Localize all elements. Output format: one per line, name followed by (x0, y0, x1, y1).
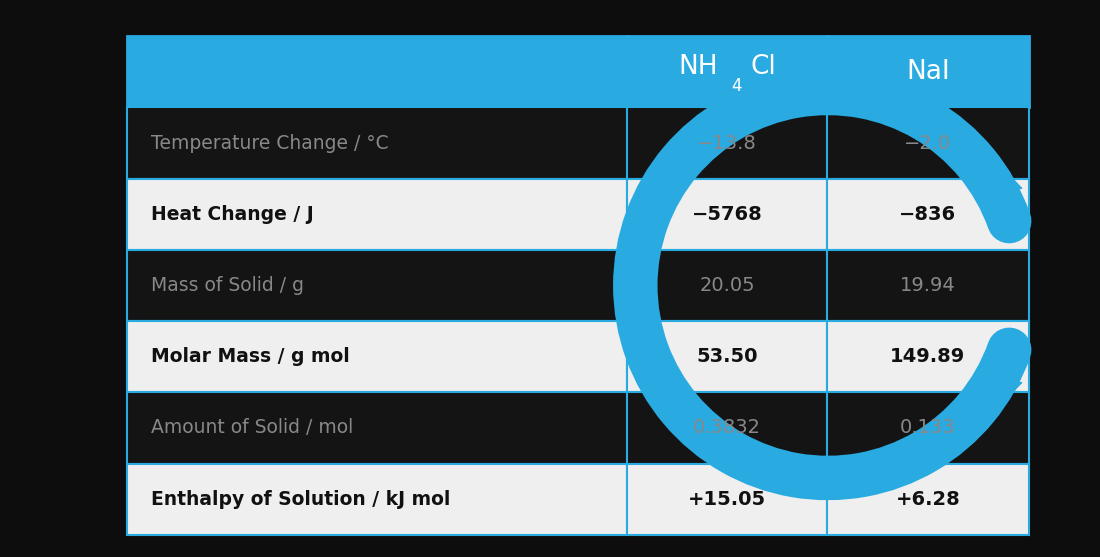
Bar (126, 392, 627, 463)
Text: NH: NH (679, 55, 718, 80)
Bar (827, 392, 1028, 463)
Text: +6.28: +6.28 (895, 490, 960, 509)
Text: Enthalpy of Solution / kJ mol: Enthalpy of Solution / kJ mol (151, 490, 450, 509)
Bar (126, 321, 627, 392)
Text: +15.05: +15.05 (689, 490, 767, 509)
Text: Amount of Solid / mol: Amount of Solid / mol (151, 418, 353, 437)
Text: −5768: −5768 (692, 205, 762, 224)
Bar (126, 36, 627, 108)
Text: −2.0: −2.0 (904, 134, 952, 153)
Text: 149.89: 149.89 (890, 347, 966, 366)
Bar (627, 36, 827, 108)
Text: 0.133: 0.133 (900, 418, 956, 437)
Text: Molar Mass / g mol: Molar Mass / g mol (151, 347, 350, 366)
Bar (627, 321, 827, 392)
Text: −836: −836 (900, 205, 957, 224)
Bar (827, 250, 1028, 321)
Bar (827, 463, 1028, 535)
Bar (126, 463, 627, 535)
Text: Heat Change / J: Heat Change / J (151, 205, 314, 224)
Bar (627, 392, 827, 463)
Bar (827, 36, 1028, 108)
Text: Temperature Change / °C: Temperature Change / °C (151, 134, 388, 153)
Text: 4: 4 (732, 77, 742, 95)
Text: 0.3832: 0.3832 (693, 418, 761, 437)
Bar (627, 179, 827, 250)
Bar (827, 108, 1028, 179)
Bar (126, 250, 627, 321)
Text: Cl: Cl (750, 55, 777, 80)
Text: 20.05: 20.05 (700, 276, 755, 295)
Bar (627, 250, 827, 321)
Text: −13.8: −13.8 (697, 134, 757, 153)
Text: NaI: NaI (906, 59, 949, 85)
Bar (126, 108, 627, 179)
Text: Mass of Solid / g: Mass of Solid / g (151, 276, 304, 295)
Bar (126, 179, 627, 250)
Bar (827, 179, 1028, 250)
Bar (627, 463, 827, 535)
Text: 53.50: 53.50 (696, 347, 758, 366)
Bar (627, 108, 827, 179)
Text: 19.94: 19.94 (900, 276, 956, 295)
Bar (827, 321, 1028, 392)
